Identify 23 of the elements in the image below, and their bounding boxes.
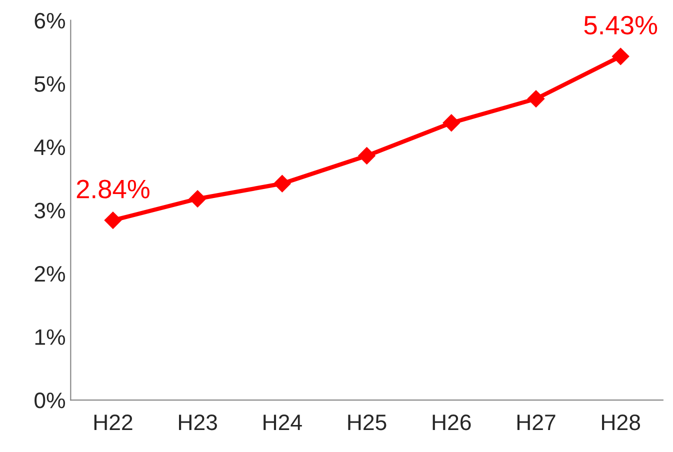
point <box>442 114 460 132</box>
y-tick-label: 5% <box>34 76 66 92</box>
x-tick-label: H28 <box>602 414 640 430</box>
point <box>527 90 545 108</box>
x-tick-label: H25 <box>348 414 386 430</box>
data-label: 5.43% <box>584 16 658 35</box>
x-tick-label: H26 <box>432 414 471 430</box>
y-tick-label: 1% <box>35 329 66 345</box>
x-tick-label: H23 <box>179 414 217 430</box>
x-tick-label: H27 <box>517 414 556 430</box>
x-tick-label: H24 <box>264 414 302 430</box>
y-tick-label: 2% <box>34 266 66 282</box>
x-tick-label: H22 <box>94 414 132 430</box>
y-tick-label: 6% <box>34 12 66 29</box>
point <box>358 146 376 165</box>
point <box>188 190 206 208</box>
y-tick-label: 4% <box>34 140 66 156</box>
point <box>612 48 630 66</box>
y-tick-label: 0% <box>34 392 66 408</box>
point <box>273 174 292 192</box>
point <box>104 211 122 230</box>
data-label: 2.84% <box>76 180 150 198</box>
y-tick-label: 3% <box>34 202 66 218</box>
